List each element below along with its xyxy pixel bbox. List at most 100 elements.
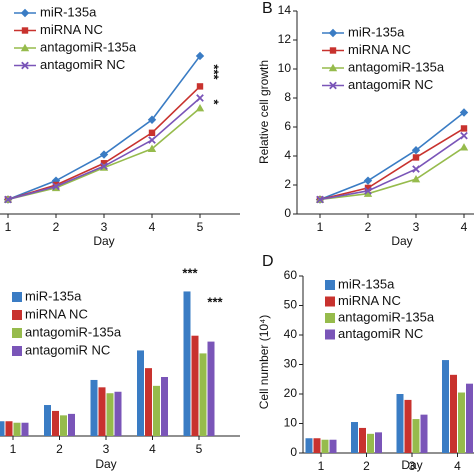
x-tick-label: 2 xyxy=(363,459,370,473)
bar xyxy=(396,394,404,453)
series-line xyxy=(319,146,465,201)
y-tick-label: 0 xyxy=(284,206,291,220)
bar xyxy=(351,422,358,453)
legend-marker xyxy=(20,8,30,18)
legend-swatch xyxy=(12,310,22,320)
x-tick-label: 1 xyxy=(318,459,325,473)
bar xyxy=(44,405,51,436)
legend-swatch xyxy=(325,280,335,290)
data-point xyxy=(148,129,156,136)
bar xyxy=(329,439,337,453)
data-point xyxy=(364,184,372,192)
legend-swatch xyxy=(12,328,22,338)
legend-swatch xyxy=(12,292,22,302)
y-tick-label: 20 xyxy=(284,386,298,400)
y-tick-label: 30 xyxy=(284,357,298,371)
data-point xyxy=(412,165,420,173)
bar xyxy=(458,392,465,453)
x-tick-label: 2 xyxy=(56,442,63,456)
legend-label: antagomiR-135a xyxy=(348,59,445,74)
bar xyxy=(90,379,98,436)
legend-marker xyxy=(21,61,29,70)
significance-label: *** xyxy=(207,294,223,309)
x-axis-label: Day xyxy=(93,234,114,248)
data-point xyxy=(4,195,12,204)
legend-marker xyxy=(20,43,30,52)
legend-marker xyxy=(329,81,337,90)
y-tick-label: 8 xyxy=(284,90,291,104)
bar xyxy=(98,387,106,436)
y-tick-label: 10 xyxy=(284,416,298,430)
y-tick-label: 2 xyxy=(284,177,291,191)
series-line xyxy=(7,55,201,201)
panel-label: B xyxy=(262,0,273,17)
x-tick-label: 1 xyxy=(5,220,12,234)
legend-swatch xyxy=(325,313,335,323)
data-point xyxy=(363,189,373,197)
y-tick-label: 12 xyxy=(278,32,292,46)
bar xyxy=(191,335,199,436)
bar xyxy=(145,368,152,436)
data-point xyxy=(148,136,156,144)
data-point xyxy=(363,176,373,185)
x-tick-label: 4 xyxy=(461,220,468,234)
bar xyxy=(52,410,59,436)
panel: 1 2 3 4 5 Day miR-135a miRNA NC antagomiR-135a an… xyxy=(0,4,240,248)
data-point xyxy=(364,186,372,195)
y-tick-label: 6 xyxy=(284,119,291,133)
x-tick-label: 3 xyxy=(409,459,416,473)
x-tick-label: 3 xyxy=(103,442,110,456)
series-line xyxy=(319,135,465,201)
x-tick-label: 3 xyxy=(413,220,420,234)
series-line xyxy=(319,111,465,201)
data-point xyxy=(460,125,468,132)
x-axis-label: Day xyxy=(391,234,412,248)
legend-label: miRNA NC xyxy=(40,22,103,37)
legend-label: antagomiR-135a xyxy=(40,39,137,54)
bar xyxy=(321,439,329,453)
y-tick-label: 4 xyxy=(284,148,291,162)
data-point xyxy=(196,83,204,90)
y-tick-label: 0 xyxy=(290,445,297,459)
bar xyxy=(466,383,473,453)
legend-label: antagomiR NC xyxy=(40,57,125,72)
y-tick-label: 40 xyxy=(284,327,298,341)
panel: 1 2 3 4 5 Day miR-135a miRNA NC antagomiR-135a an… xyxy=(0,265,240,471)
legend-marker xyxy=(328,63,338,72)
bar xyxy=(153,385,160,436)
x-tick-label: 5 xyxy=(196,442,203,456)
legend-label: antagomiR NC xyxy=(348,77,433,92)
data-point xyxy=(99,150,109,159)
y-axis-label: Relative cell growth xyxy=(257,60,271,164)
bar xyxy=(13,422,21,436)
bar xyxy=(106,393,114,436)
x-tick-label: 1 xyxy=(10,442,17,456)
bar xyxy=(5,421,13,436)
data-point xyxy=(195,103,205,112)
data-point xyxy=(196,94,204,102)
legend-swatch xyxy=(325,329,335,340)
bar xyxy=(313,438,321,453)
legend-label: antagomiR NC xyxy=(338,326,423,341)
x-tick-label: 5 xyxy=(197,220,204,234)
legend-label: antagomiR-135a xyxy=(25,324,122,339)
bar xyxy=(0,421,5,436)
legend-label: miR-135a xyxy=(348,24,405,39)
x-tick-label: 4 xyxy=(454,459,461,473)
x-axis-label: Day xyxy=(95,457,116,471)
bar xyxy=(404,399,412,453)
data-point xyxy=(100,162,108,170)
data-point xyxy=(411,175,421,183)
data-point xyxy=(100,160,108,167)
x-axis-label: Day xyxy=(401,458,422,472)
significance-label: * xyxy=(207,99,222,105)
legend-label: miR-135a xyxy=(25,288,82,303)
bar xyxy=(21,422,29,436)
bar xyxy=(161,377,168,436)
legend-marker xyxy=(21,27,29,34)
bar xyxy=(420,414,428,453)
legend-swatch xyxy=(325,296,335,307)
bar xyxy=(450,374,457,453)
